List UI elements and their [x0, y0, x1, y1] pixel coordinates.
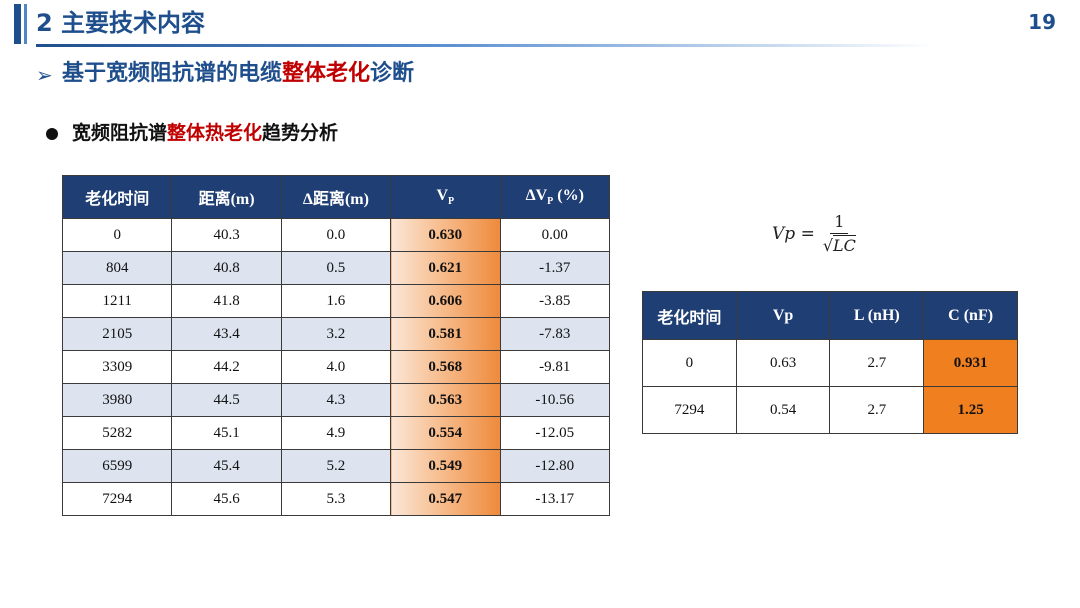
header-underline: [36, 44, 936, 47]
table-cell: -9.81: [499, 350, 611, 384]
subtitle-part3: 诊断: [370, 61, 415, 86]
table-cell: 0.00: [499, 218, 611, 252]
table-row: 2105 43.4 3.2 0.581 -7.83: [61, 317, 611, 351]
table-cell: 2105: [61, 317, 173, 351]
vp-formula: Vp = 1 √LC: [772, 212, 856, 255]
table-cell: 0: [61, 218, 173, 252]
bullet-highlight: 整体热老化: [167, 122, 263, 144]
table-cell: 2.7: [829, 339, 925, 387]
subtitle-highlight: 整体老化: [282, 61, 371, 86]
table-cell: 41.8: [171, 284, 282, 318]
lc-parameter-table: 老化时间 Vp L (nH) C (nF) 0 0.63 2.7 0.931 7294 0…: [642, 291, 1018, 434]
table-cell: -7.83: [499, 317, 611, 351]
arrow-icon: ➢: [36, 63, 53, 87]
table-cell: 0.0: [280, 218, 392, 252]
header-accent-bar: [14, 4, 21, 44]
table-row: 3309 44.2 4.0 0.568 -9.81: [61, 350, 611, 384]
table-row: 7294 0.54 2.7 1.25: [642, 386, 1018, 434]
table-cell: 0: [642, 339, 737, 387]
table-row: 1211 41.8 1.6 0.606 -3.85: [61, 284, 611, 318]
table-header-row: 老化时间 距离(m) Δ距离(m) VP ΔVP (%): [61, 175, 611, 219]
table-cell: 4.9: [280, 416, 392, 450]
table-cell: 0.554: [390, 416, 501, 450]
table-cell: 1.6: [280, 284, 392, 318]
table-cell: 40.8: [171, 251, 282, 285]
table-cell: 0.621: [390, 251, 501, 285]
table-cell: -13.17: [499, 482, 611, 516]
table-cell: 43.4: [171, 317, 282, 351]
table-cell: 804: [61, 251, 173, 285]
table-cell: -10.56: [499, 383, 611, 417]
col-header-capacitance: C (nF): [923, 291, 1018, 340]
table-cell: 6599: [61, 449, 173, 483]
table-header-row: 老化时间 Vp L (nH) C (nF): [642, 291, 1018, 340]
col-header-vp: VP: [390, 175, 501, 219]
table-cell: 0.581: [390, 317, 501, 351]
col-header-vp: Vp: [735, 291, 831, 340]
table-cell: 0.54: [735, 386, 831, 434]
table-cell: -3.85: [499, 284, 611, 318]
table-row: 7294 45.6 5.3 0.547 -13.17: [61, 482, 611, 516]
table-cell: -1.37: [499, 251, 611, 285]
table-row: 6599 45.4 5.2 0.549 -12.80: [61, 449, 611, 483]
table-cell: 5282: [61, 416, 173, 450]
col-header-delta-vp: ΔVP (%): [499, 175, 611, 219]
table-cell: -12.80: [499, 449, 611, 483]
col-header-delta-distance: Δ距离(m): [280, 175, 392, 219]
bullet-dot-icon: [46, 128, 58, 140]
table-cell: 45.6: [171, 482, 282, 516]
table-row: 0 40.3 0.0 0.630 0.00: [61, 218, 611, 252]
col-header-aging-time: 老化时间: [61, 175, 173, 219]
header-accent-bar-thin: [24, 4, 27, 44]
table-cell: 44.5: [171, 383, 282, 417]
table-cell: 0.563: [390, 383, 501, 417]
table-cell: 0.549: [390, 449, 501, 483]
table-cell: 7294: [61, 482, 173, 516]
col-header-distance: 距离(m): [171, 175, 282, 219]
table-cell: 0.568: [390, 350, 501, 384]
formula-fraction: 1 √LC: [823, 212, 856, 255]
table-cell: 0.606: [390, 284, 501, 318]
table-cell: 5.2: [280, 449, 392, 483]
page-number: 19: [1028, 10, 1056, 34]
table-cell: 44.2: [171, 350, 282, 384]
table-cell: -12.05: [499, 416, 611, 450]
table-cell: 4.0: [280, 350, 392, 384]
table-cell: 1.25: [923, 386, 1018, 434]
subtitle-part1: 基于宽频阻抗谱的电缆: [62, 61, 283, 86]
formula-numerator: 1: [830, 212, 849, 234]
table-cell: 7294: [642, 386, 737, 434]
bullet-heading: 宽频阻抗谱整体热老化趋势分析: [72, 120, 338, 146]
table-cell: 0.931: [923, 339, 1018, 387]
table-row: 804 40.8 0.5 0.621 -1.37: [61, 251, 611, 285]
table-cell: 45.1: [171, 416, 282, 450]
bullet-part1: 宽频阻抗谱: [72, 122, 168, 144]
table-cell: 3980: [61, 383, 173, 417]
table-cell: 0.547: [390, 482, 501, 516]
table-cell: 0.5: [280, 251, 392, 285]
aging-distance-table: 老化时间 距离(m) Δ距离(m) VP ΔVP (%) 0 40.3 0.0 0.6…: [61, 175, 611, 516]
section-title: 2 主要技术内容: [36, 9, 206, 37]
table-cell: 0.63: [735, 339, 831, 387]
formula-lhs: Vp =: [772, 223, 815, 244]
table-cell: 0.630: [390, 218, 501, 252]
sqrt-icon: √: [822, 236, 834, 255]
table-cell: 4.3: [280, 383, 392, 417]
table-row: 3980 44.5 4.3 0.563 -10.56: [61, 383, 611, 417]
table-cell: 5.3: [280, 482, 392, 516]
col-header-inductance: L (nH): [829, 291, 925, 340]
bullet-part3: 趋势分析: [262, 122, 339, 144]
table-cell: 3.2: [280, 317, 392, 351]
col-header-aging-time: 老化时间: [642, 291, 737, 340]
table-cell: 40.3: [171, 218, 282, 252]
table-cell: 2.7: [829, 386, 925, 434]
table-row: 0 0.63 2.7 0.931: [642, 339, 1018, 387]
table-cell: 1211: [61, 284, 173, 318]
table-cell: 3309: [61, 350, 173, 384]
slide-subtitle: 基于宽频阻抗谱的电缆整体老化诊断: [62, 60, 414, 88]
table-cell: 45.4: [171, 449, 282, 483]
table-row: 5282 45.1 4.9 0.554 -12.05: [61, 416, 611, 450]
formula-denominator: √LC: [822, 235, 856, 255]
